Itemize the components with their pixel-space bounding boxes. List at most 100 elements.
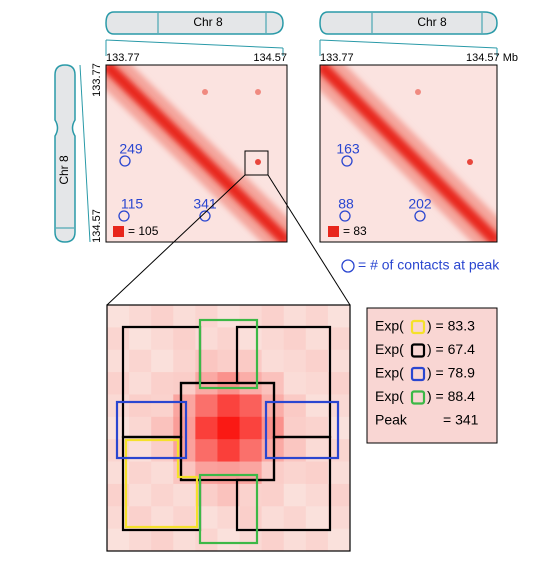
cell (283, 349, 307, 373)
axis-start: 133.77 (106, 52, 140, 64)
legend-swatch (410, 390, 426, 405)
cell (217, 439, 241, 463)
peak-circles (118, 155, 426, 222)
cell (327, 416, 351, 440)
cell (239, 394, 263, 418)
ideogram-side: Chr 8 133.77 134.57 (54, 63, 103, 243)
legend-suffix: ) = 83.3 (427, 318, 475, 334)
cell (261, 528, 285, 552)
cell (107, 327, 130, 351)
legend-suffix: ) = 88.4 (427, 388, 475, 404)
legend-prefix: Exp( (375, 341, 404, 357)
cell (173, 394, 196, 418)
cell (239, 528, 263, 552)
cell (129, 416, 152, 440)
scale-label: = 105 (128, 224, 159, 238)
cell (327, 439, 351, 463)
cell (327, 327, 351, 351)
peak-label: 115 (121, 196, 144, 212)
legend-prefix: Exp( (375, 388, 404, 404)
cell (327, 394, 351, 418)
cell (129, 349, 152, 373)
scale-label: = 83 (343, 224, 367, 238)
cell (239, 349, 263, 373)
cell (151, 416, 174, 440)
cell (327, 372, 351, 395)
cell (305, 305, 329, 328)
cell (173, 327, 196, 351)
cell (129, 528, 152, 552)
legend-box (366, 307, 498, 444)
legend-suffix: ) = 67.4 (427, 341, 475, 357)
cell (239, 416, 263, 440)
cell (217, 327, 241, 351)
cell (195, 439, 218, 463)
axis-end: 134.57 Mb (466, 52, 518, 64)
cell (173, 416, 196, 440)
cell (261, 506, 285, 530)
cell (283, 461, 307, 485)
cell (129, 372, 152, 395)
peak-value: = 341 (443, 412, 479, 428)
cell (305, 461, 329, 485)
cell (151, 349, 174, 373)
chromosome-label: Chr 8 (417, 15, 447, 29)
filter-shapes (115, 318, 340, 545)
cell (305, 439, 329, 463)
cell (305, 528, 329, 552)
cell (217, 416, 241, 440)
cell (151, 327, 174, 351)
axis-start: 133.77 (320, 52, 354, 64)
legend-prefix: Exp( (375, 365, 404, 381)
cell (107, 305, 130, 328)
cell (283, 528, 307, 552)
cell (129, 506, 152, 530)
cell (151, 461, 174, 485)
cell (283, 372, 307, 395)
scale-swatch (328, 226, 339, 237)
legend-swatch (410, 343, 426, 358)
cell (217, 506, 241, 530)
legend-prefix: Exp( (375, 318, 404, 334)
cell (283, 327, 307, 351)
cell (305, 349, 329, 373)
cell (327, 483, 351, 507)
cell (151, 528, 174, 552)
cell (129, 439, 152, 463)
cell (283, 416, 307, 440)
cell (195, 483, 218, 507)
cell (151, 439, 174, 463)
cell (305, 506, 329, 530)
heatmap (320, 65, 497, 242)
cell (283, 394, 307, 418)
cell (151, 506, 174, 530)
cell (129, 483, 152, 507)
scale-swatch (113, 226, 124, 237)
cell (327, 349, 351, 373)
cell (261, 327, 285, 351)
cell (239, 305, 263, 328)
peak-label: 202 (408, 196, 432, 212)
cell (151, 394, 174, 418)
cell (261, 349, 285, 373)
cell (327, 506, 351, 530)
cell (217, 305, 241, 328)
ideogram-top-right: Chr 8 (319, 11, 498, 56)
cell (107, 372, 130, 395)
zoom-line (106, 174, 246, 306)
cell (107, 394, 130, 418)
cell (327, 528, 351, 552)
peak-label: Peak (375, 412, 408, 428)
cell (195, 528, 218, 552)
chromosome-label: Chr 8 (193, 15, 223, 29)
axis-start: 133.77 (91, 63, 103, 97)
cell (283, 506, 307, 530)
cell (305, 394, 329, 418)
cell (217, 461, 241, 485)
cell (173, 305, 196, 328)
cell (195, 416, 218, 440)
cell (305, 327, 329, 351)
cell (107, 349, 130, 373)
cell (283, 483, 307, 507)
cell (173, 483, 196, 507)
